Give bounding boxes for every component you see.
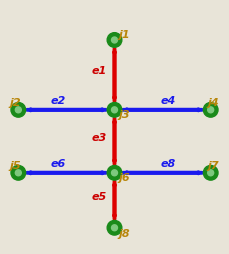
- Circle shape: [208, 107, 214, 113]
- Circle shape: [15, 170, 21, 176]
- Circle shape: [112, 107, 117, 113]
- Circle shape: [107, 165, 122, 180]
- Text: j4: j4: [207, 98, 219, 108]
- Circle shape: [107, 220, 122, 235]
- Circle shape: [203, 103, 218, 117]
- Circle shape: [208, 170, 214, 176]
- Text: j2: j2: [9, 98, 21, 108]
- Circle shape: [11, 165, 26, 180]
- Text: j3: j3: [118, 110, 130, 120]
- Circle shape: [203, 165, 218, 180]
- Circle shape: [15, 107, 21, 113]
- Circle shape: [112, 225, 117, 231]
- Text: j1: j1: [118, 30, 130, 40]
- Text: e6: e6: [51, 159, 66, 169]
- Text: e8: e8: [161, 159, 176, 169]
- Text: e5: e5: [92, 192, 107, 202]
- Text: j8: j8: [118, 229, 130, 239]
- Text: e2: e2: [51, 96, 66, 106]
- Text: e4: e4: [161, 96, 176, 106]
- Circle shape: [107, 33, 122, 47]
- Circle shape: [107, 103, 122, 117]
- Text: j7: j7: [207, 161, 219, 171]
- Circle shape: [11, 103, 26, 117]
- Circle shape: [112, 170, 117, 176]
- Text: e3: e3: [92, 133, 107, 143]
- Text: j5: j5: [9, 161, 21, 171]
- Text: e1: e1: [92, 66, 107, 76]
- Text: j6: j6: [118, 173, 130, 183]
- Circle shape: [112, 37, 117, 43]
